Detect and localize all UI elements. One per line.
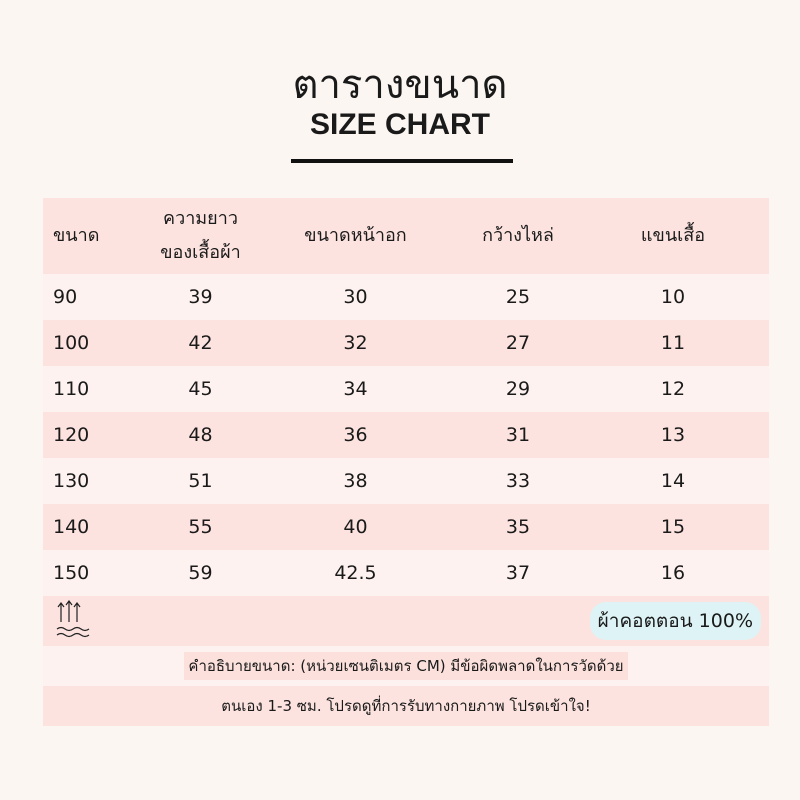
table-cell: 110 [53,378,90,400]
header-size: ขนาด [53,225,100,246]
table-row: 130 51 38 33 14 [43,458,769,504]
title-underline [291,159,513,163]
table-cell: 37 [505,562,531,584]
note-line-2: ตนเอง 1-3 ซม. โปรดดูที่การรับทางกายภาพ โ… [43,686,769,726]
table-cell: 45 [188,378,213,400]
table-cell: 30 [343,286,368,308]
table-row: 140 55 40 35 15 [43,504,769,550]
table-cell: 12 [660,378,686,400]
size-table: ขนาด ความยาวของเสื้อผ้า ขนาดหน้าอก กว้าง… [43,198,769,726]
heat-wave-arrows-icon [55,598,91,644]
header-chest: ขนาดหน้าอก [304,225,407,246]
table-cell: 16 [660,562,686,584]
header-length-line2: ของเสื้อผ้า [160,242,241,263]
table-cell: 59 [188,562,213,584]
note-text-2: ตนเอง 1-3 ซม. โปรดดูที่การรับทางกายภาพ โ… [221,697,591,715]
table-cell: 51 [188,470,213,492]
note-line-1: คำอธิบายขนาด: (หน่วยเซนติเมตร CM) มีข้อผ… [43,646,769,686]
header-sleeve: แขนเสื้อ [640,225,706,246]
table-cell: 140 [53,516,90,538]
table-cell: 38 [343,470,368,492]
table-cell: 14 [660,470,686,492]
table-cell: 36 [343,424,368,446]
table-cell: 32 [343,332,368,354]
table-cell: 33 [505,470,531,492]
table-cell: 35 [505,516,531,538]
table-row: 110 45 34 29 12 [43,366,769,412]
table-cell: 100 [53,332,90,354]
table-cell: 10 [660,286,686,308]
table-row: 90 39 30 25 10 [43,274,769,320]
table-cell: 27 [505,332,531,354]
table-cell: 40 [343,516,368,538]
table-cell: 42 [188,332,213,354]
title-english: SIZE CHART [310,108,490,141]
header-shoulder: กว้างไหล่ [482,225,554,246]
header-length: ความยาวของเสื้อผ้า [133,202,268,270]
table-cell: 34 [343,378,368,400]
table-row: 100 42 32 27 11 [43,320,769,366]
table-cell: 120 [53,424,90,446]
table-cell: 11 [660,332,686,354]
table-cell: 42.5 [334,562,377,584]
header-length-line1: ความยาว [163,208,238,229]
table-cell: 39 [188,286,213,308]
table-row: 150 59 42.5 37 16 [43,550,769,596]
table-row: 120 48 36 31 13 [43,412,769,458]
table-cell: 150 [53,562,90,584]
table-cell: 130 [53,470,90,492]
table-cell: 29 [505,378,531,400]
table-cell: 90 [53,286,78,308]
note-text-1: คำอธิบายขนาด: (หน่วยเซนติเมตร CM) มีข้อผ… [184,652,628,680]
table-header: ขนาด ความยาวของเสื้อผ้า ขนาดหน้าอก กว้าง… [43,198,769,274]
table-cell: 55 [188,516,213,538]
info-row: ผ้าคอตตอน 100% [43,596,769,646]
title-thai: ตารางขนาด [292,62,508,108]
table-cell: 31 [505,424,531,446]
table-cell: 48 [188,424,213,446]
table-cell: 25 [505,286,531,308]
fabric-badge: ผ้าคอตตอน 100% [589,602,761,640]
table-cell: 15 [660,516,686,538]
table-cell: 13 [660,424,686,446]
